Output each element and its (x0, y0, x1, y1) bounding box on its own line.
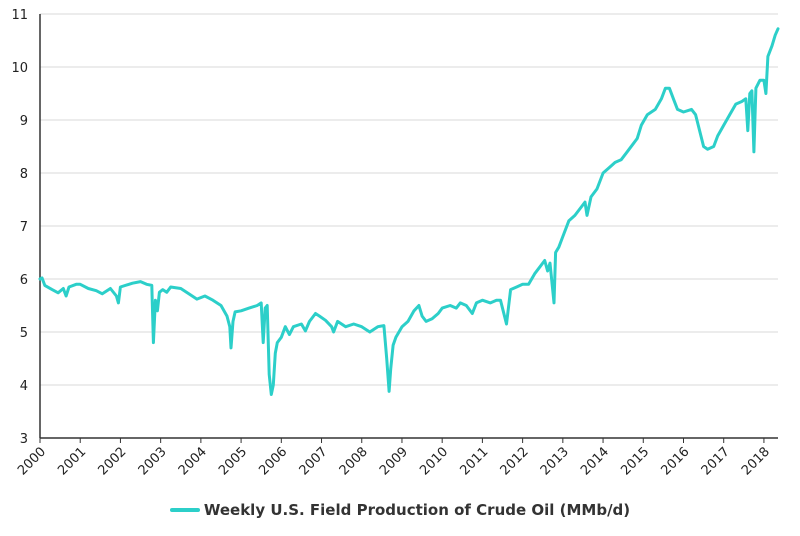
x-tick-label-2018: 2018 (739, 444, 773, 478)
x-tick-label-2015: 2015 (618, 444, 652, 478)
x-tick-label-2001: 2001 (55, 444, 89, 478)
y-tick-label-3: 3 (20, 432, 28, 447)
x-tick-label-2009: 2009 (377, 444, 411, 478)
legend-label: Weekly U.S. Field Production of Crude Oi… (203, 501, 631, 519)
x-tick-label-2012: 2012 (498, 444, 532, 478)
x-axis-tick-labels: 2000 2001 2002 2003 2004 2005 2006 2007 2008 2009… (15, 438, 773, 478)
x-tick-label-2013: 2013 (538, 444, 572, 478)
y-axis-tick-labels: 3 4 5 6 7 8 9 10 11 (11, 8, 28, 447)
x-tick-label-2005: 2005 (216, 444, 250, 478)
x-tick-label-2010: 2010 (417, 444, 451, 478)
x-tick-label-2014: 2014 (578, 444, 612, 478)
x-tick-label-2004: 2004 (176, 444, 210, 478)
y-tick-label-10: 10 (11, 61, 28, 76)
y-tick-label-7: 7 (20, 220, 28, 235)
y-tick-label-9: 9 (20, 114, 28, 129)
legend-swatch (169, 508, 200, 512)
x-tick-label-2008: 2008 (337, 444, 371, 478)
x-tick-label-2006: 2006 (256, 444, 290, 478)
x-tick-label-2011: 2011 (457, 444, 491, 478)
legend: Weekly U.S. Field Production of Crude Oi… (0, 501, 800, 519)
series-line-crude-production (38, 27, 780, 396)
x-tick-label-2016: 2016 (659, 444, 693, 478)
y-tick-label-8: 8 (20, 167, 28, 182)
x-tick-label-2002: 2002 (95, 444, 129, 478)
y-tick-label-5: 5 (20, 326, 28, 341)
x-tick-label-2000: 2000 (15, 444, 49, 478)
x-tick-label-2007: 2007 (297, 444, 331, 478)
y-tick-label-4: 4 (20, 379, 28, 394)
x-tick-label-2003: 2003 (136, 444, 170, 478)
gridlines (40, 13, 778, 386)
y-tick-label-11: 11 (11, 8, 28, 23)
x-tick-label-2017: 2017 (699, 444, 733, 478)
y-tick-label-6: 6 (20, 273, 28, 288)
